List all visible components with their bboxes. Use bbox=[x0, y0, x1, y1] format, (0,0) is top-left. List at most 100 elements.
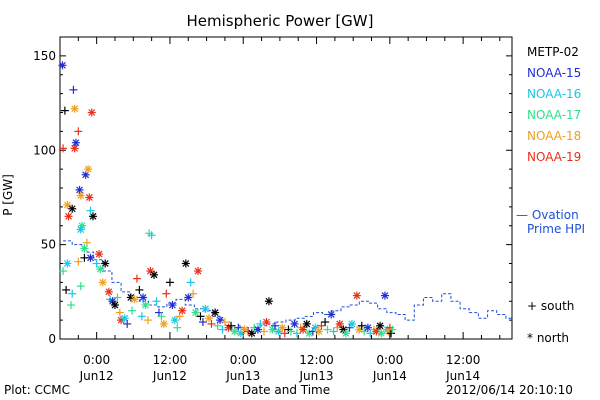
south-point bbox=[143, 316, 152, 325]
y-tick-label: 150 bbox=[33, 49, 56, 63]
data-points bbox=[58, 61, 397, 338]
south-point bbox=[360, 327, 369, 336]
south-point bbox=[329, 327, 338, 336]
south-point bbox=[60, 106, 69, 115]
south-point bbox=[165, 278, 174, 287]
y-tick-label: 50 bbox=[41, 238, 56, 252]
north-point bbox=[68, 204, 77, 213]
legend-ovation-line1: — Ovation bbox=[516, 208, 579, 222]
north-point bbox=[96, 265, 105, 274]
x-tick-label: 12:00 bbox=[299, 353, 334, 367]
north-point bbox=[201, 304, 210, 313]
y-axis: 0 50 100 150 bbox=[33, 36, 512, 346]
north-point bbox=[84, 165, 93, 174]
south-point bbox=[286, 327, 295, 336]
north-point bbox=[311, 323, 320, 332]
south-point bbox=[292, 329, 301, 338]
north-point bbox=[290, 319, 299, 328]
x-tick-label: 12:00 bbox=[153, 353, 188, 367]
north-point bbox=[341, 329, 350, 338]
north-point bbox=[302, 319, 311, 328]
north-point bbox=[130, 295, 139, 304]
south-point bbox=[256, 319, 265, 328]
north-point bbox=[150, 270, 159, 279]
south-point bbox=[59, 144, 68, 153]
north-point bbox=[87, 108, 96, 117]
south-point bbox=[62, 285, 71, 294]
north-point bbox=[168, 301, 177, 310]
legend-item: METP-02 bbox=[527, 45, 579, 59]
north-point bbox=[139, 293, 148, 302]
legend-item: NOAA-18 bbox=[527, 129, 581, 143]
x-tick-label: 12:00 bbox=[446, 353, 481, 367]
north-point bbox=[63, 200, 72, 209]
south-point bbox=[207, 319, 216, 328]
south-point bbox=[162, 289, 171, 298]
legend-item: NOAA-17 bbox=[527, 108, 581, 122]
south-point bbox=[113, 293, 122, 302]
north-point bbox=[95, 250, 104, 259]
north-point bbox=[98, 278, 107, 287]
south-point bbox=[66, 301, 75, 310]
north-point bbox=[377, 329, 386, 338]
legend-item: NOAA-15 bbox=[527, 66, 581, 80]
north-point bbox=[117, 316, 126, 325]
south-point bbox=[157, 312, 166, 321]
south-point bbox=[227, 321, 236, 330]
north-point bbox=[376, 321, 385, 330]
legend-item: NOAA-19 bbox=[527, 150, 581, 164]
south-point bbox=[68, 289, 77, 298]
south-point bbox=[196, 312, 205, 321]
footer-credit: Plot: CCMC bbox=[4, 383, 70, 397]
north-point bbox=[327, 310, 336, 319]
south-point bbox=[218, 325, 227, 334]
north-point bbox=[184, 293, 193, 302]
x-tick-label: 0:00 bbox=[83, 353, 110, 367]
x-axis: 0:00 Jun12 12:00 Jun12 0:00 Jun13 12:00 Jun13 0:… bbox=[59, 37, 501, 383]
north-point bbox=[240, 325, 249, 334]
south-point bbox=[147, 231, 156, 240]
x-tick-date: Jun14 bbox=[372, 369, 407, 383]
north-point bbox=[347, 319, 356, 328]
south-point bbox=[74, 257, 83, 266]
north-point bbox=[141, 301, 150, 310]
north-point bbox=[159, 319, 168, 328]
south-point bbox=[115, 308, 124, 317]
south-point bbox=[280, 329, 289, 338]
north-point bbox=[101, 259, 110, 268]
north-point bbox=[181, 259, 190, 268]
south-point bbox=[59, 267, 68, 276]
south-point bbox=[80, 253, 89, 262]
x-tick-date: Jun12 bbox=[79, 369, 114, 383]
ovation-line bbox=[63, 240, 513, 329]
south-point bbox=[173, 323, 182, 332]
south-point bbox=[123, 319, 132, 328]
x-axis-label: Date and Time bbox=[242, 383, 330, 397]
ovation-hpi-line bbox=[63, 240, 513, 329]
south-point bbox=[321, 318, 330, 327]
x-tick-date: Jun13 bbox=[225, 369, 260, 383]
legend-north: * north bbox=[527, 331, 569, 345]
south-point bbox=[271, 321, 280, 330]
south-point bbox=[152, 297, 161, 306]
north-point bbox=[110, 301, 119, 310]
legend-ovation-line2: Prime HPI bbox=[527, 222, 585, 236]
x-tick-label: 0:00 bbox=[230, 353, 257, 367]
north-point bbox=[70, 144, 79, 153]
south-point bbox=[74, 127, 83, 136]
north-point bbox=[299, 325, 308, 334]
north-point bbox=[230, 327, 239, 336]
south-point bbox=[366, 329, 375, 338]
south-point bbox=[220, 318, 229, 327]
south-point bbox=[135, 285, 144, 294]
north-point bbox=[63, 259, 72, 268]
north-point bbox=[76, 225, 85, 234]
north-point bbox=[104, 287, 113, 296]
south-point bbox=[260, 327, 269, 336]
north-point bbox=[335, 319, 344, 328]
north-point bbox=[211, 308, 220, 317]
south-point bbox=[76, 282, 85, 291]
north-point bbox=[170, 316, 179, 325]
north-point bbox=[305, 329, 314, 338]
